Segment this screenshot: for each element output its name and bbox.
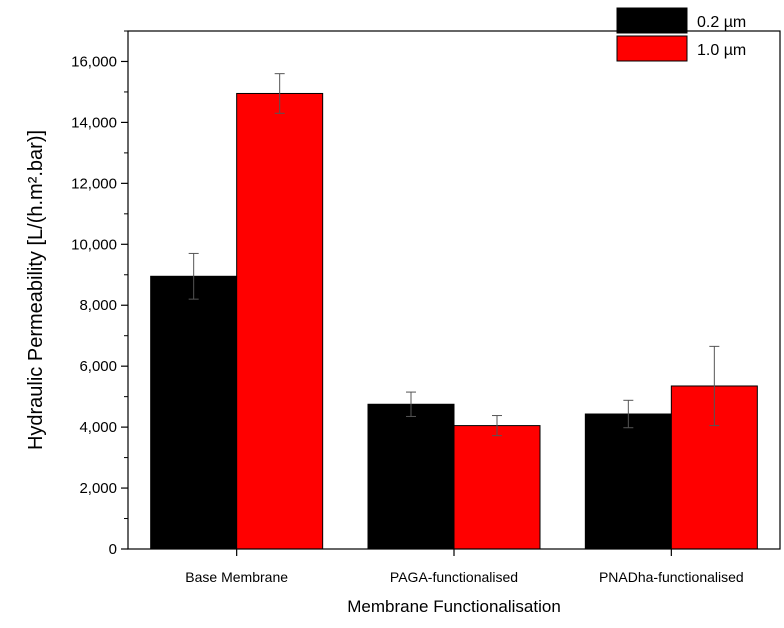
y-tick-label: 2,000 — [79, 480, 117, 497]
bar-series-2 — [236, 92, 324, 550]
legend-label: 0.2 µm — [697, 14, 746, 31]
error-bars-layer — [188, 73, 720, 437]
y-tick-label: 0 — [109, 541, 117, 558]
legend: 0.2 µm 1.0 µm — [616, 7, 746, 62]
y-tick-label: 6,000 — [79, 358, 117, 375]
y-tick-label: 8,000 — [79, 297, 117, 314]
legend-swatch — [616, 7, 688, 34]
y-tick-label: 12,000 — [71, 175, 117, 192]
bar-series-1 — [150, 275, 238, 550]
x-axis-title: Membrane Functionalisation — [347, 597, 561, 616]
y-tick-label: 4,000 — [79, 419, 117, 436]
y-tick-label: 16,000 — [71, 53, 117, 70]
bars-layer — [150, 92, 758, 550]
x-tick-label: PNADha-functionalised — [599, 569, 744, 585]
x-axis: Base Membrane PAGA-functionalised PNADha-f… — [185, 549, 744, 585]
y-axis: 0 2,000 4,000 6,000 8,000 10,000 12,000 14,000 1… — [71, 30, 128, 558]
y-axis-title: Hydraulic Permeability [L/(h.m².bar)] — [25, 130, 47, 450]
x-tick-label: PAGA-functionalised — [390, 569, 518, 585]
legend-swatch — [616, 35, 688, 62]
y-tick-label: 10,000 — [71, 236, 117, 253]
legend-label: 1.0 µm — [697, 42, 746, 59]
bar-series-1 — [584, 413, 672, 550]
bar-series-2 — [453, 425, 541, 550]
x-tick-label: Base Membrane — [185, 569, 288, 585]
bar-series-1 — [367, 403, 455, 550]
y-tick-label: 14,000 — [71, 114, 117, 131]
